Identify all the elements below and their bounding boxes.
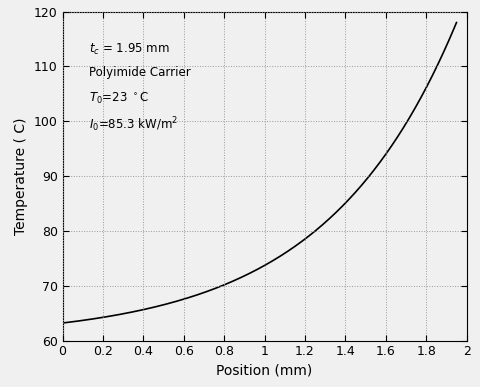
Text: $t_c$ = 1.95 mm: $t_c$ = 1.95 mm xyxy=(89,42,169,57)
Text: $T_0$=23 $^\circ$C: $T_0$=23 $^\circ$C xyxy=(89,91,148,106)
Y-axis label: Temperature ( C): Temperature ( C) xyxy=(14,117,28,235)
Text: Polyimide Carrier: Polyimide Carrier xyxy=(89,67,190,79)
Text: $I_0$=85.3 kW/m$^2$: $I_0$=85.3 kW/m$^2$ xyxy=(89,116,178,134)
X-axis label: Position (mm): Position (mm) xyxy=(216,364,312,378)
